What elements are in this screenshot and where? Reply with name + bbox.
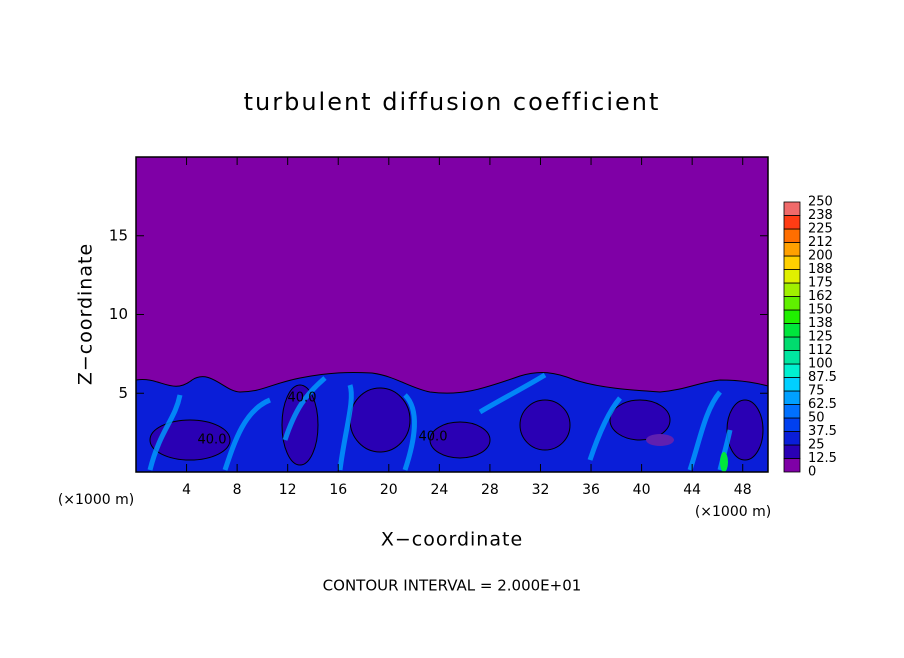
colorbar-box	[783, 228, 801, 243]
colorbar-label: 112	[808, 343, 833, 358]
colorbar-box	[783, 296, 801, 311]
colorbar-box	[783, 431, 801, 446]
field-region	[349, 387, 411, 453]
x-tick-label: 28	[481, 482, 499, 498]
x-tick-label: 8	[233, 482, 242, 498]
x-tick-label: 20	[380, 482, 398, 498]
footer: CONTOUR INTERVAL = 2.000E+01	[323, 577, 582, 595]
field-streak	[337, 384, 354, 471]
colorbar-label: 125	[808, 330, 833, 345]
colorbar-box	[783, 323, 801, 338]
colorbar-box	[783, 215, 801, 230]
field-region	[281, 384, 319, 466]
colorbar-box	[783, 255, 801, 270]
x-axis-label: X−coordinate	[381, 529, 523, 551]
colorbar-box	[783, 377, 801, 392]
colorbar-label: 25	[808, 438, 825, 453]
field-streak	[687, 390, 722, 471]
colorbar-label: 62.5	[808, 397, 837, 412]
x-tick-label: 44	[683, 482, 701, 498]
colorbar-label: 75	[808, 384, 825, 399]
colorbar-box	[783, 336, 801, 351]
x-tick-label: 4	[182, 482, 191, 498]
y-tick-label: 15	[109, 226, 128, 244]
colorbar-label: 225	[808, 222, 833, 237]
x-tick-label: 40	[633, 482, 651, 498]
contour-label: 40.0	[419, 430, 448, 445]
chart-title: turbulent diffusion coefficient	[244, 88, 661, 116]
y-tick-label: 5	[118, 384, 128, 402]
field-region	[726, 399, 764, 461]
colorbar-label: 212	[808, 235, 833, 250]
x-tick-label: 24	[430, 482, 448, 498]
field-streak	[587, 396, 622, 461]
field-streak	[222, 397, 272, 471]
field-region	[609, 399, 671, 441]
colorbar-box	[783, 390, 801, 405]
colorbar-label: 12.5	[808, 451, 837, 466]
colorbar-box	[783, 201, 801, 216]
colorbar-label: 188	[808, 262, 833, 277]
colorbar-label: 87.5	[808, 370, 837, 385]
colorbar-label: 238	[808, 208, 833, 223]
x-tick-label: 12	[279, 482, 297, 498]
field-region	[429, 421, 491, 459]
field-streak	[282, 376, 327, 441]
field-region	[149, 419, 231, 461]
colorbar-box	[783, 404, 801, 419]
colorbar-label: 37.5	[808, 424, 837, 439]
x-tick-label: 16	[329, 482, 347, 498]
unit-label: (×1000 m)	[58, 492, 134, 508]
x-tick-label: 36	[582, 482, 600, 498]
contour-label: 40.0	[288, 391, 317, 406]
field-spot	[646, 434, 674, 446]
colorbar-box	[783, 242, 801, 257]
colorbar-label: 0	[808, 465, 816, 480]
y-tick-label: 10	[109, 305, 128, 323]
field-spot	[720, 452, 728, 472]
y-axis-label: Z−coordinate	[75, 243, 97, 385]
unit-label: (×1000 m)	[695, 504, 771, 520]
colorbar-box	[783, 444, 801, 459]
x-tick-label: 48	[734, 482, 752, 498]
contour-label: 40.0	[198, 433, 227, 448]
colorbar-box	[783, 350, 801, 365]
colorbar-box	[783, 309, 801, 324]
colorbar-box	[783, 363, 801, 378]
colorbar-label: 100	[808, 357, 833, 372]
field-streak	[147, 394, 183, 471]
field-streak	[478, 372, 547, 415]
colorbar-label: 50	[808, 411, 825, 426]
colorbar-label: 162	[808, 289, 833, 304]
colorbar-label: 200	[808, 249, 833, 264]
colorbar-label: 150	[808, 303, 833, 318]
colorbar-box	[783, 282, 801, 297]
colorbar-label: 250	[808, 195, 833, 210]
colorbar-box	[783, 417, 801, 432]
colorbar-box	[783, 269, 801, 284]
colorbar-label: 138	[808, 316, 833, 331]
x-tick-label: 32	[532, 482, 550, 498]
colorbar-label: 175	[808, 276, 833, 291]
colorbar-box	[783, 458, 801, 473]
field-streak	[402, 393, 417, 471]
field-region	[519, 399, 571, 451]
